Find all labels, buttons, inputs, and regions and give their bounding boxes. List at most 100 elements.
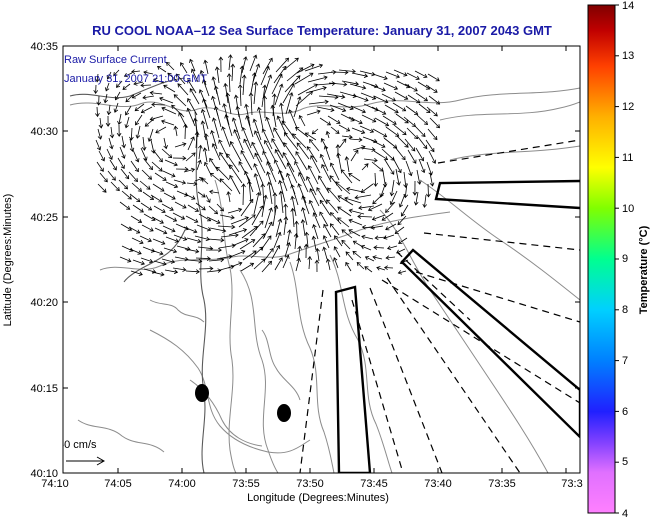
- current-vector-head: [297, 245, 302, 250]
- current-vector: [262, 151, 274, 172]
- colorbar-tick-label: 4: [622, 508, 628, 519]
- colorbar-ticks: [615, 4, 619, 514]
- current-vector: [227, 208, 242, 214]
- current-vector: [212, 143, 221, 161]
- current-vector: [272, 205, 277, 227]
- current-vector-head: [262, 95, 268, 100]
- current-vector: [298, 172, 309, 193]
- current-vector-head: [360, 244, 365, 250]
- current-vector: [380, 181, 387, 198]
- current-vector-head: [273, 159, 279, 164]
- current-vector: [346, 188, 364, 193]
- current-vector-head: [374, 83, 379, 89]
- current-vector: [299, 115, 306, 127]
- current-vector: [309, 188, 320, 207]
- current-vector: [292, 133, 307, 149]
- current-vector-head: [428, 171, 433, 176]
- current-vector: [394, 226, 405, 234]
- current-vector-head: [272, 192, 278, 197]
- current-vector: [228, 54, 231, 71]
- current-vector: [375, 236, 387, 239]
- current-vector-head: [416, 99, 421, 104]
- current-vector: [275, 149, 287, 170]
- current-vector: [295, 127, 309, 138]
- current-vector: [161, 258, 175, 263]
- current-vector-head: [334, 235, 339, 240]
- current-vector-head: [262, 150, 267, 155]
- current-vector-head: [157, 66, 162, 70]
- current-vector-head: [211, 143, 217, 148]
- colorbar-tick-label: 10: [622, 203, 634, 215]
- current-vector-head: [149, 116, 154, 122]
- current-vector: [164, 159, 178, 166]
- current-vector-head: [183, 236, 188, 241]
- current-vector: [362, 81, 378, 88]
- current-vector: [372, 73, 388, 80]
- current-vector: [352, 146, 366, 151]
- current-vector-head: [352, 240, 358, 245]
- current-vector: [308, 256, 311, 270]
- current-vector-head: [202, 147, 208, 152]
- y-tick-label: 40:10: [30, 468, 58, 480]
- current-vector-head: [148, 258, 154, 264]
- current-vector: [119, 256, 131, 262]
- current-vector: [125, 116, 130, 128]
- current-vector: [396, 135, 409, 148]
- current-vector: [376, 267, 386, 271]
- current-vector: [198, 268, 213, 270]
- current-vector: [216, 166, 230, 181]
- current-vector-head: [381, 143, 386, 148]
- current-vector-head: [252, 250, 257, 255]
- current-vector-head: [290, 184, 295, 189]
- current-vector-head: [421, 132, 426, 138]
- current-vector-head: [293, 232, 299, 238]
- current-vector: [341, 229, 353, 239]
- current-vector: [119, 146, 125, 159]
- current-vector: [132, 259, 145, 265]
- current-vector: [197, 191, 206, 198]
- current-vector-head: [147, 175, 153, 180]
- current-vector-head: [290, 195, 295, 200]
- current-vector-head: [265, 65, 270, 71]
- current-vector-head: [240, 150, 245, 155]
- current-vector-head: [372, 200, 377, 205]
- y-axis: [63, 45, 580, 389]
- current-vector-head: [370, 225, 375, 230]
- current-vector-head: [364, 266, 369, 271]
- current-vector: [350, 105, 366, 113]
- current-vector: [372, 192, 385, 205]
- current-vector-head: [197, 238, 202, 244]
- current-vector: [348, 229, 361, 237]
- current-vector-head: [297, 96, 302, 101]
- current-vector-head: [209, 189, 214, 195]
- y-tick-label: 40:25: [30, 212, 58, 224]
- current-vector-head: [251, 141, 256, 146]
- current-vector: [306, 176, 317, 196]
- current-vector: [195, 131, 198, 149]
- current-vector-head: [385, 208, 390, 213]
- current-vector-head: [383, 265, 389, 271]
- current-vector: [239, 66, 243, 85]
- current-vector-head: [203, 59, 208, 64]
- current-vector: [206, 216, 221, 224]
- current-vector-head: [336, 152, 341, 157]
- current-vector-head: [227, 54, 233, 59]
- current-vector: [228, 73, 231, 93]
- current-vector-head: [173, 269, 179, 275]
- current-vector: [162, 170, 176, 177]
- current-vector-head: [435, 77, 440, 82]
- current-vector: [427, 183, 429, 197]
- current-vector-head: [139, 208, 144, 213]
- current-vector: [230, 141, 242, 162]
- current-vector-head: [245, 115, 250, 120]
- current-vector: [333, 257, 339, 269]
- current-vector-head: [323, 223, 328, 229]
- current-vector: [273, 127, 286, 148]
- x-tick-label: 74:00: [168, 478, 196, 490]
- current-vector: [274, 84, 283, 106]
- current-vector: [140, 84, 152, 86]
- current-vector: [337, 102, 354, 110]
- current-vector-head: [423, 120, 429, 125]
- current-vector-head: [144, 122, 149, 127]
- current-vector: [348, 219, 363, 226]
